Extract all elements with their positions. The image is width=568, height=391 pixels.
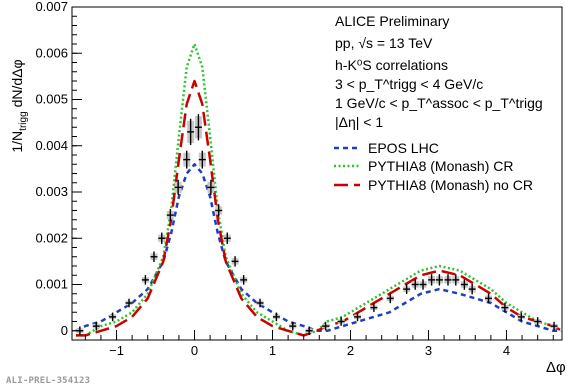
x-tick-label: 4 bbox=[503, 343, 510, 358]
data-point bbox=[240, 275, 248, 285]
data-point bbox=[231, 256, 239, 267]
data-point bbox=[501, 302, 509, 313]
y-tick-label: 0 bbox=[61, 323, 68, 338]
x-tick-label: 0 bbox=[191, 343, 198, 358]
data-point bbox=[183, 150, 191, 169]
data-point bbox=[386, 293, 394, 304]
data-point bbox=[223, 232, 231, 244]
data-point bbox=[550, 321, 558, 331]
info-block: ALICE Preliminary pp, √s = 13 TeV h-K⁰S … bbox=[335, 13, 543, 130]
data-point bbox=[534, 317, 542, 326]
data-point bbox=[194, 114, 202, 141]
data-point bbox=[125, 298, 133, 308]
y-tick-label: 0.005 bbox=[35, 92, 68, 107]
data-point bbox=[337, 317, 345, 326]
data-point bbox=[460, 279, 468, 290]
data-point bbox=[92, 321, 100, 331]
data-point bbox=[468, 283, 476, 295]
data-point bbox=[198, 150, 206, 169]
data-point bbox=[272, 312, 280, 322]
info-line-3: h-K⁰S correlations bbox=[335, 57, 448, 73]
x-tick-label: 2 bbox=[347, 343, 354, 358]
info-line-1: ALICE Preliminary bbox=[335, 13, 449, 29]
y-tick-label: 0.004 bbox=[35, 138, 68, 153]
legend: EPOS LHC PYTHIA8 (Monash) CR PYTHIA8 (Mo… bbox=[334, 140, 533, 193]
x-tick-label: 3 bbox=[425, 343, 432, 358]
data-point bbox=[435, 274, 443, 286]
y-axis-label-base: 1/N bbox=[9, 131, 25, 153]
data-point bbox=[187, 118, 195, 145]
data-point bbox=[370, 303, 378, 312]
info-line-4: 3 < p_T^trigg < 4 GeV/c bbox=[335, 76, 483, 92]
info-line-5: 1 GeV/c < p_T^assoc < p_T^trigg bbox=[335, 95, 543, 111]
data-point bbox=[141, 275, 149, 285]
data-point bbox=[428, 274, 436, 286]
data-point bbox=[411, 279, 419, 290]
y-axis-label-rest: dN/dΔφ bbox=[9, 59, 25, 107]
data-point bbox=[109, 312, 117, 322]
data-point bbox=[517, 312, 525, 322]
x-axis-label: Δφ bbox=[546, 359, 566, 376]
y-tick-label: 0.006 bbox=[35, 45, 68, 60]
legend-label-pythia-cr: PYTHIA8 (Monash) CR bbox=[368, 158, 513, 174]
footer-label: ALI-PREL-354123 bbox=[6, 376, 91, 386]
series-layer bbox=[75, 42, 563, 337]
data-point bbox=[207, 179, 215, 195]
data-point bbox=[289, 321, 297, 331]
legend-label-pythia-nocr: PYTHIA8 (Monash) no CR bbox=[368, 177, 533, 193]
data-point bbox=[256, 298, 264, 308]
data-point bbox=[444, 274, 452, 286]
axes-layer: 0 0.001 0.002 0.003 0.004 0.005 0.006 0.007 −1 0 1… bbox=[35, 0, 554, 358]
y-tick-label: 0.002 bbox=[35, 230, 68, 245]
data-point bbox=[174, 179, 182, 195]
y-tick-label: 0.003 bbox=[35, 184, 68, 199]
y-tick-label: 0.001 bbox=[35, 277, 68, 292]
data-point bbox=[215, 204, 223, 217]
info-line-2: pp, √s = 13 TeV bbox=[335, 35, 433, 51]
y-axis-label: 1/Ntrigg dN/dΔφ bbox=[9, 59, 29, 152]
data-point bbox=[419, 279, 427, 290]
y-axis-label-sub: trigg bbox=[18, 111, 29, 130]
data-point bbox=[150, 251, 158, 262]
data-point bbox=[322, 321, 330, 331]
info-line-6: |Δη| < 1 bbox=[335, 114, 383, 130]
data-point bbox=[305, 326, 313, 336]
legend-label-epos: EPOS LHC bbox=[368, 140, 439, 156]
data-point bbox=[485, 293, 493, 304]
data-point bbox=[354, 312, 362, 322]
data-point bbox=[158, 232, 166, 244]
x-tick-label: 1 bbox=[269, 343, 276, 358]
x-tick-label: −1 bbox=[109, 343, 124, 358]
data-point bbox=[452, 274, 460, 286]
series-line-2 bbox=[76, 79, 563, 337]
data-point bbox=[403, 284, 411, 294]
y-tick-label: 0.007 bbox=[35, 0, 68, 14]
data-point bbox=[166, 208, 174, 222]
